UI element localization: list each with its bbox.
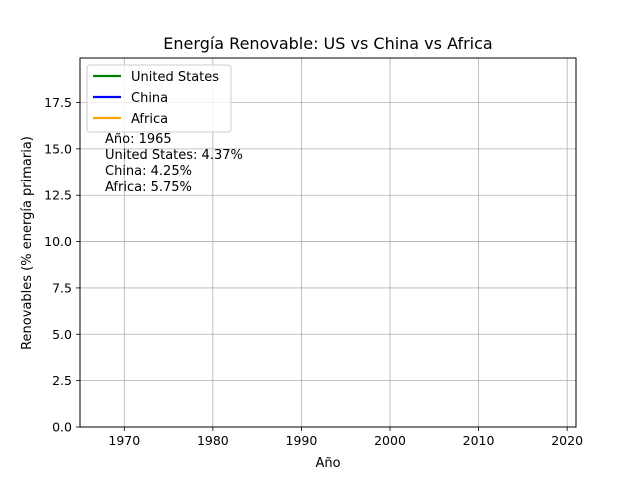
plot-frame — [79, 57, 577, 428]
y-tick-label: 2.5 — [52, 373, 72, 388]
grid — [80, 58, 576, 428]
annotation-line-africa: Africa: 5.75% — [105, 180, 192, 195]
legend-box — [86, 64, 232, 133]
x-tick-label: 2000 — [374, 433, 406, 448]
x-axis-label: Año — [315, 456, 340, 471]
chart-title: Energía Renovable: US vs China vs Africa — [163, 34, 492, 53]
y-tick-label: 17.5 — [44, 95, 72, 110]
legend-label-africa: Africa — [131, 112, 168, 127]
y-tick-label: 15.0 — [44, 141, 72, 156]
annotation-text: Año: 1965 United States: 4.37% China: 4.… — [105, 132, 243, 195]
y-axis: 0.0 2.5 5.0 7.5 10.0 12.5 15.0 17.5 — [44, 95, 80, 435]
y-tick-label: 0.0 — [52, 420, 72, 435]
annotation-line-year: Año: 1965 — [105, 132, 172, 147]
x-axis: 1970 1980 1990 2000 2010 2020 — [108, 427, 583, 448]
y-tick-label: 7.5 — [52, 280, 72, 295]
y-tick-label: 10.0 — [44, 234, 72, 249]
y-axis-label: Renovables (% energía primaria) — [20, 136, 35, 350]
annotation-line-china: China: 4.25% — [105, 164, 192, 179]
annotation-line-united-states: United States: 4.37% — [105, 148, 243, 163]
x-tick-label: 2010 — [463, 433, 495, 448]
x-tick-label: 1970 — [108, 433, 140, 448]
y-tick-label: 12.5 — [44, 188, 72, 203]
legend: United States China Africa — [86, 64, 232, 133]
x-tick-label: 2020 — [551, 433, 583, 448]
x-tick-label: 1980 — [197, 433, 229, 448]
legend-label-united-states: United States — [131, 70, 219, 85]
y-tick-label: 5.0 — [52, 327, 72, 342]
legend-label-china: China — [131, 91, 168, 106]
x-tick-label: 1990 — [286, 433, 318, 448]
